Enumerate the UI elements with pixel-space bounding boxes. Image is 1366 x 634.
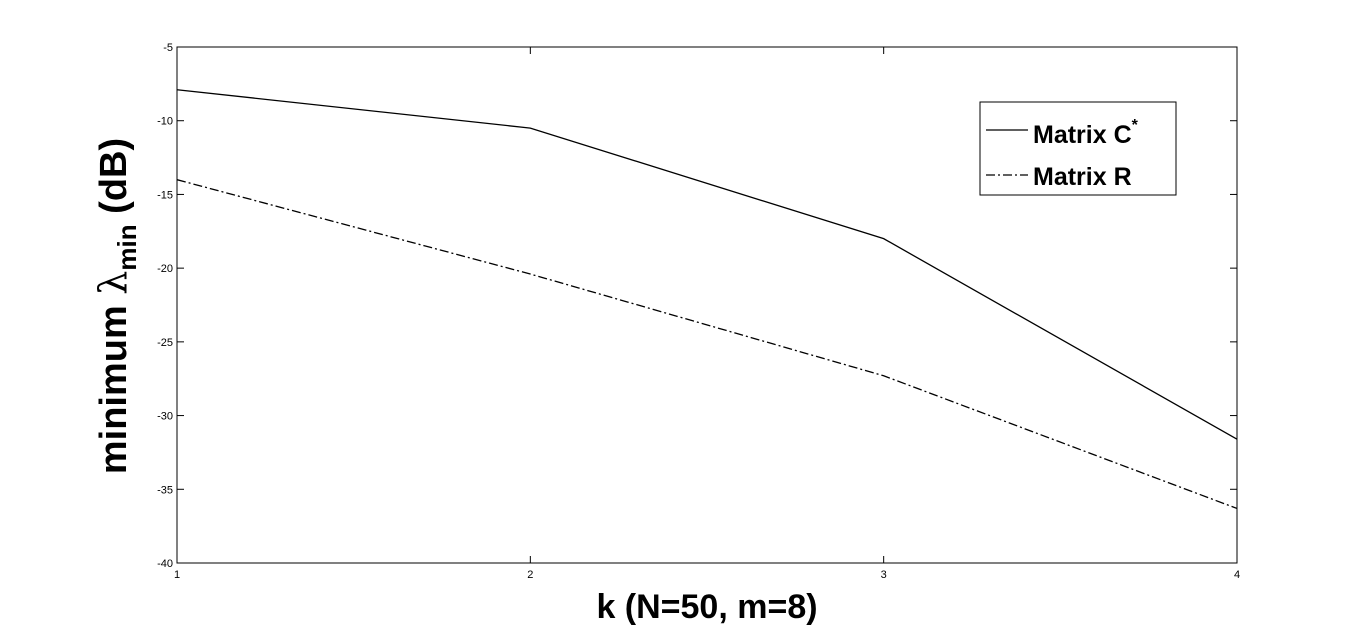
x-tick-label: 4 <box>1234 569 1240 581</box>
x-axis-label: k (N=50, m=8) <box>596 588 817 626</box>
y-axis-label-subscript: min <box>112 224 142 270</box>
series-lines <box>176 89 1238 510</box>
legend: Matrix C* Matrix R <box>979 101 1177 196</box>
lambda-symbol: λ <box>91 271 135 295</box>
x-tick-label: 1 <box>174 569 180 581</box>
x-tick-label: 2 <box>527 569 533 581</box>
y-axis-label: minimum λmin (dB) <box>91 138 142 474</box>
y-tick-label: -25 <box>157 337 173 349</box>
legend-entry-matrix-r: Matrix R <box>1033 163 1132 191</box>
legend-superscript: * <box>1132 117 1139 134</box>
y-tick-label: -20 <box>157 263 173 275</box>
legend-entry-matrix-c: Matrix C* <box>1033 117 1139 149</box>
y-axis-label-suffix: (dB) <box>93 138 135 225</box>
series-line-matrix-c <box>176 89 1238 440</box>
y-tick-label: -30 <box>157 411 173 423</box>
axis-ticks: 1 2 3 4 -5 -10 -15 -20 -25 -30 -35 -40 <box>157 42 1240 581</box>
series-line-matrix-r <box>176 179 1238 510</box>
x-tick-label: 3 <box>881 569 887 581</box>
y-tick-label: -15 <box>157 189 173 201</box>
legend-label-matrix-c: Matrix C <box>1033 121 1132 149</box>
y-tick-label: -35 <box>157 484 173 496</box>
y-axis-label-prefix: minimum <box>93 295 135 474</box>
y-tick-label: -40 <box>157 558 173 570</box>
legend-box <box>979 101 1177 196</box>
y-tick-label: -5 <box>163 42 173 54</box>
y-tick-label: -10 <box>157 116 173 128</box>
